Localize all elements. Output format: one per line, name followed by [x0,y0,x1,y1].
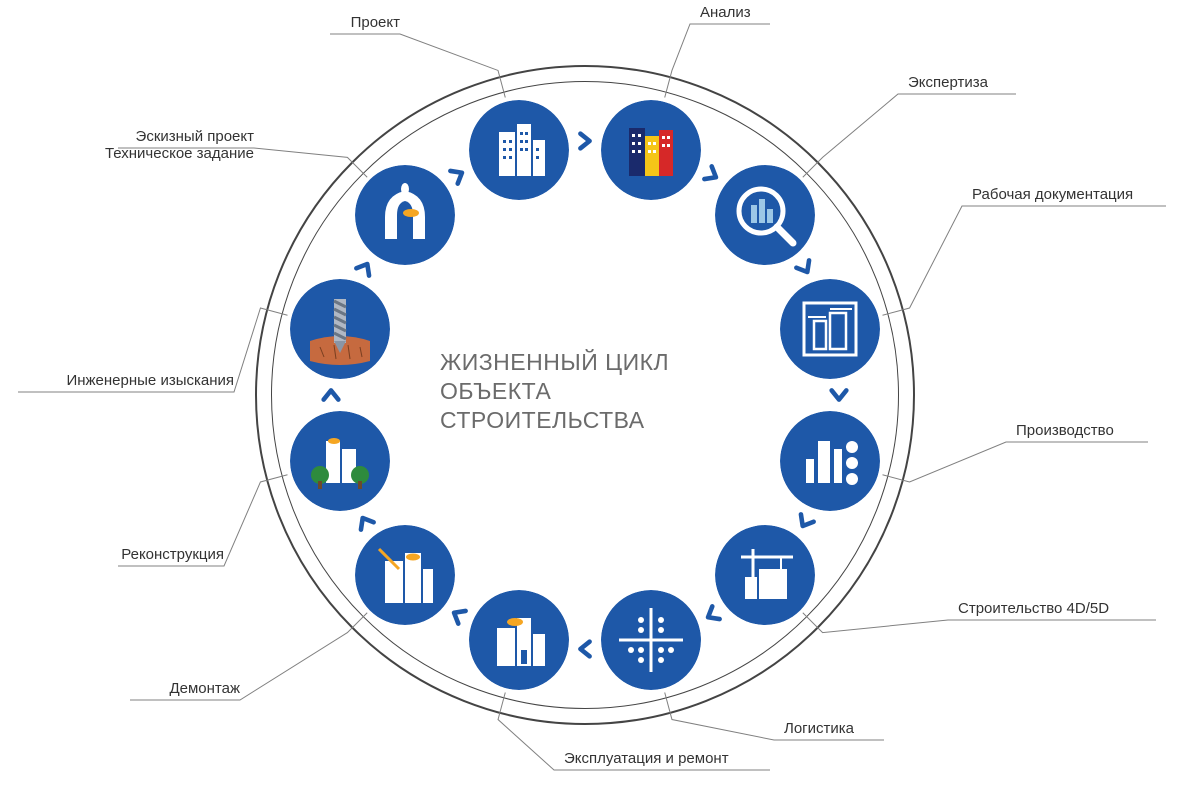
label-analysis-line1: Анализ [700,4,751,21]
flow-chevron [320,384,342,406]
flow-chevron [828,384,850,406]
label-sketch-line1: Эскизный проект [105,128,254,145]
label-production-line1: Производство [1016,422,1114,439]
label-sketch-line2: Техническое задание [105,145,254,162]
center-title: ЖИЗНЕННЫЙ ЦИКЛ ОБЪЕКТА СТРОИТЕЛЬСТВА [440,348,669,434]
label-production: Производство [1016,422,1114,439]
label-logistics: Логистика [784,720,854,737]
label-working-docs: Рабочая документация [972,186,1133,203]
node-working-docs [780,279,880,379]
label-expertise-line1: Экспертиза [908,74,988,91]
label-operation-line1: Эксплуатация и ремонт [564,750,729,767]
node-reconstruction [290,411,390,511]
label-project: Проект [351,14,400,31]
label-operation: Эксплуатация и ремонт [564,750,729,767]
node-sketch [355,165,455,265]
node-project [469,100,569,200]
label-expertise: Экспертиза [908,74,988,91]
label-sketch: Эскизный проектТехническое задание [105,128,254,162]
label-demolition-line1: Демонтаж [169,680,240,697]
label-logistics-line1: Логистика [784,720,854,737]
label-construction-line1: Строительство 4D/5D [958,600,1109,617]
label-construction: Строительство 4D/5D [958,600,1109,617]
label-survey: Инженерные изыскания [66,372,234,389]
node-production [780,411,880,511]
node-survey [290,279,390,379]
label-analysis: Анализ [700,4,751,21]
node-demolition [355,525,455,625]
flow-chevron [574,638,596,660]
label-survey-line1: Инженерные изыскания [66,372,234,389]
label-reconstruction-line1: Реконструкция [121,546,224,563]
flow-chevron [574,130,596,152]
label-reconstruction: Реконструкция [121,546,224,563]
label-demolition: Демонтаж [169,680,240,697]
node-logistics [601,590,701,690]
label-working-docs-line1: Рабочая документация [972,186,1133,203]
label-project-line1: Проект [351,14,400,31]
node-operation [469,590,569,690]
node-expertise [715,165,815,265]
node-construction [715,525,815,625]
node-analysis [601,100,701,200]
lifecycle-diagram: Анализ Экспертиза Рабочая документация Прои… [0,0,1200,806]
